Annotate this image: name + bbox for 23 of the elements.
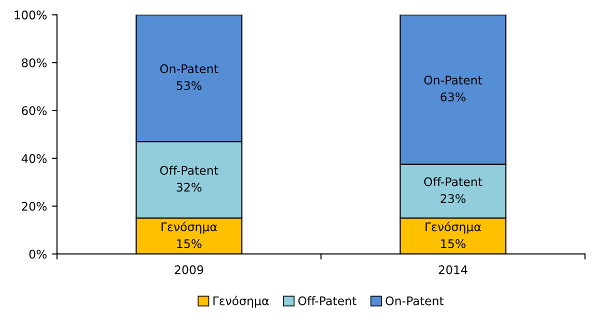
y-tick-label: 20%: [22, 202, 47, 211]
data-label: 53%: [176, 81, 202, 90]
y-tick-label: 60%: [22, 106, 47, 116]
data-label: 15%: [441, 239, 466, 248]
y-tick-label: 100%: [14, 10, 47, 20]
legend-label: Off-Patent: [298, 296, 356, 306]
text: On-Patent: [424, 76, 482, 85]
y-tick-label: 40%: [22, 154, 47, 163]
text: Γενόσημα: [162, 222, 217, 234]
legend-label: Γενόσημα: [213, 296, 269, 308]
text: Γενόσημα: [426, 222, 481, 234]
text: Off-Patent: [424, 177, 482, 186]
y-tick-label: 0%: [29, 250, 47, 259]
text: Off-Patent: [160, 166, 218, 175]
data-label: 32%: [176, 182, 202, 192]
y-tick-label: 80%: [22, 58, 47, 68]
legend-label: On-Patent: [386, 296, 444, 306]
text: On-Patent: [160, 64, 218, 74]
x-tick-label: 2014: [438, 265, 468, 274]
x-tick-label: 2009: [174, 265, 204, 274]
data-label: 15%: [177, 239, 202, 248]
data-label: 63%: [440, 92, 466, 102]
data-label: 23%: [440, 194, 466, 204]
